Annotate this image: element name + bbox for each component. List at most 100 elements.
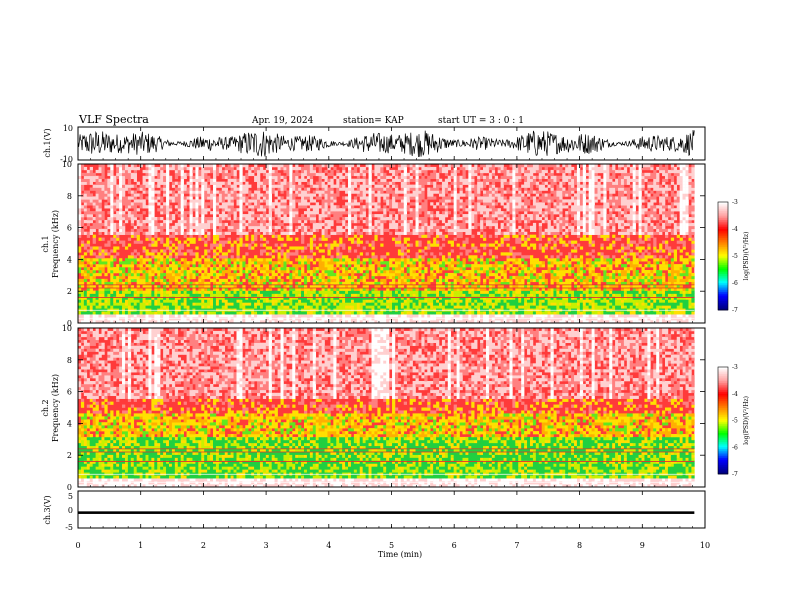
spectrogram-cell [157, 296, 161, 300]
spectrogram-cell [251, 261, 255, 265]
spectrogram-cell [133, 175, 137, 180]
spectrogram-cell [292, 219, 296, 224]
spectrogram-cell [365, 169, 369, 174]
spectrogram-cell [80, 270, 85, 274]
spectrogram-cell [154, 275, 158, 280]
spectrogram-cell [119, 178, 123, 182]
spectrogram-cell [277, 270, 281, 274]
spectrogram-cell [321, 164, 325, 168]
spectrogram-cell [218, 234, 223, 238]
spectrogram-cell [210, 222, 214, 227]
spectrogram-cell [348, 199, 352, 203]
spectrogram-cell [362, 208, 366, 212]
spectrogram-cell [180, 299, 184, 303]
spectrogram-cell [327, 166, 331, 171]
spectrogram-cell [157, 317, 161, 321]
spectrogram-cell [292, 267, 296, 271]
spectrogram-cell [327, 267, 331, 271]
spectrogram-cell [427, 246, 431, 250]
spectrogram-cell [374, 164, 378, 168]
spectrogram-cell [78, 208, 82, 212]
spectrogram-cell [368, 169, 372, 174]
spectrogram-cell [186, 166, 190, 171]
spectrogram-cell [409, 175, 413, 180]
spectrogram-cell [113, 287, 117, 291]
spectrogram-cell [160, 169, 164, 174]
spectrogram-cell [239, 193, 243, 197]
spectrogram-cell [163, 172, 167, 177]
spectrogram-cell [107, 281, 111, 286]
spectrogram-cell [154, 296, 158, 300]
spectrogram-cell [403, 302, 408, 306]
spectrogram-cell [421, 296, 425, 300]
spectrogram-cell [201, 317, 205, 321]
spectrogram-cell [368, 314, 372, 318]
spectrogram-cell [430, 261, 434, 265]
spectrogram-cell [183, 290, 187, 294]
spectrogram-cell [283, 199, 287, 203]
spectrogram-cell [236, 258, 240, 262]
spectrogram-cell [362, 311, 366, 315]
spectrogram-cell [239, 243, 243, 247]
spectrogram-cell [166, 258, 170, 262]
spectrogram-cell [280, 249, 284, 253]
spectrogram-cell [312, 287, 317, 291]
spectrogram-cell [157, 272, 161, 277]
spectrogram-cell [259, 184, 264, 188]
spectrogram-cell [359, 178, 363, 182]
spectrogram-cell [374, 205, 378, 209]
spectrogram-cell [301, 320, 305, 324]
spectrogram-cell [163, 264, 167, 268]
spectrogram-cell [257, 217, 261, 221]
spectrogram-cell [104, 258, 108, 262]
spectrogram-cell [207, 196, 211, 200]
spectrogram-cell [218, 231, 223, 235]
spectrogram-cell [342, 305, 346, 309]
spectrogram-cell [95, 169, 99, 174]
spectrogram-cell [227, 193, 231, 197]
spectrogram-cell [257, 317, 261, 321]
spectrogram-cell [315, 296, 319, 300]
spectrogram-cell [95, 211, 99, 215]
spectrogram-cell [309, 284, 314, 288]
spectrogram-cell [418, 234, 422, 238]
spectrogram-cell [236, 246, 240, 250]
spectrogram-cell [154, 314, 158, 318]
spectrogram-cell [353, 225, 358, 230]
spectrogram-cell [418, 187, 422, 191]
spectrogram-cell [265, 172, 270, 177]
spectrogram-cell [180, 270, 184, 274]
spectrogram-cell [213, 261, 217, 265]
spectrogram-cell [312, 290, 317, 294]
spectrogram-cell [259, 214, 264, 218]
spectrogram-cell [342, 243, 346, 247]
spectrogram-cell [110, 172, 114, 177]
spectrogram-cell [78, 287, 82, 291]
spectrogram-cell [145, 314, 149, 318]
spectrogram-cell [218, 261, 223, 265]
spectrogram-cell [421, 314, 425, 318]
spectrogram-cell [145, 196, 149, 200]
spectrogram-cell [113, 311, 117, 315]
spectrogram-cell [154, 217, 158, 221]
spectrogram-cell [362, 267, 366, 271]
spectrogram-cell [139, 240, 143, 244]
spectrogram-cell [224, 317, 228, 321]
spectrogram-cell [389, 181, 393, 185]
spectrogram-cell [353, 293, 358, 297]
spectrogram-cell [409, 290, 413, 294]
spectrogram-cell [259, 243, 264, 247]
spectrogram-cell [116, 164, 120, 168]
spectrogram-cell [92, 240, 96, 244]
spectrogram-cell [180, 225, 184, 230]
spectrogram-cell [348, 284, 352, 288]
spectrogram-cell [186, 249, 190, 253]
spectrogram-cell [151, 311, 155, 315]
spectrogram-cell [142, 231, 146, 235]
spectrogram-cell [286, 281, 290, 286]
spectrogram-cell [233, 270, 237, 274]
spectrogram-cell [151, 267, 155, 271]
spectrogram-cell [213, 299, 217, 303]
spectrogram-cell [198, 293, 202, 297]
spectrogram-cell [286, 205, 290, 209]
